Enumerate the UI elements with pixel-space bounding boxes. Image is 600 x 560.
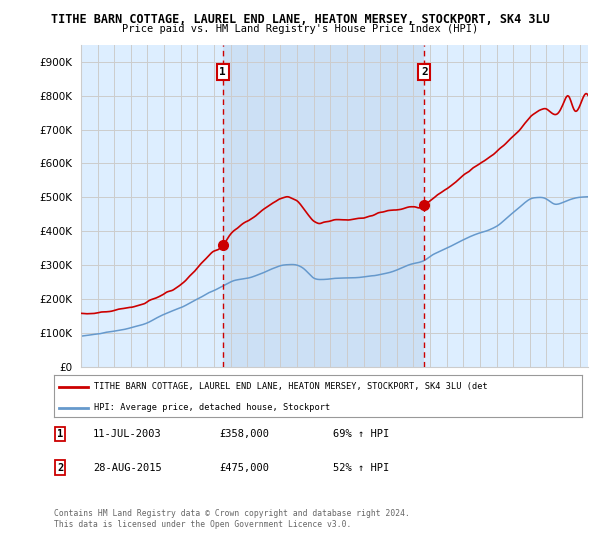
- Bar: [223, 45, 424, 367]
- Text: TITHE BARN COTTAGE, LAUREL END LANE, HEATON MERSEY, STOCKPORT, SK4 3LU (det: TITHE BARN COTTAGE, LAUREL END LANE, HEA…: [94, 382, 487, 391]
- Text: 52% ↑ HPI: 52% ↑ HPI: [333, 463, 389, 473]
- Text: This data is licensed under the Open Government Licence v3.0.: This data is licensed under the Open Gov…: [54, 520, 352, 529]
- Text: 28-AUG-2015: 28-AUG-2015: [93, 463, 162, 473]
- Text: 2: 2: [421, 67, 428, 77]
- Text: TITHE BARN COTTAGE, LAUREL END LANE, HEATON MERSEY, STOCKPORT, SK4 3LU: TITHE BARN COTTAGE, LAUREL END LANE, HEA…: [50, 13, 550, 26]
- Text: £475,000: £475,000: [219, 463, 269, 473]
- Text: 2: 2: [57, 463, 63, 473]
- Text: 1: 1: [220, 67, 226, 77]
- Text: £358,000: £358,000: [219, 429, 269, 439]
- Text: 69% ↑ HPI: 69% ↑ HPI: [333, 429, 389, 439]
- Text: HPI: Average price, detached house, Stockport: HPI: Average price, detached house, Stoc…: [94, 403, 330, 413]
- Text: Price paid vs. HM Land Registry's House Price Index (HPI): Price paid vs. HM Land Registry's House …: [122, 24, 478, 34]
- Text: 11-JUL-2003: 11-JUL-2003: [93, 429, 162, 439]
- Text: Contains HM Land Registry data © Crown copyright and database right 2024.: Contains HM Land Registry data © Crown c…: [54, 509, 410, 518]
- Text: 1: 1: [57, 429, 63, 439]
